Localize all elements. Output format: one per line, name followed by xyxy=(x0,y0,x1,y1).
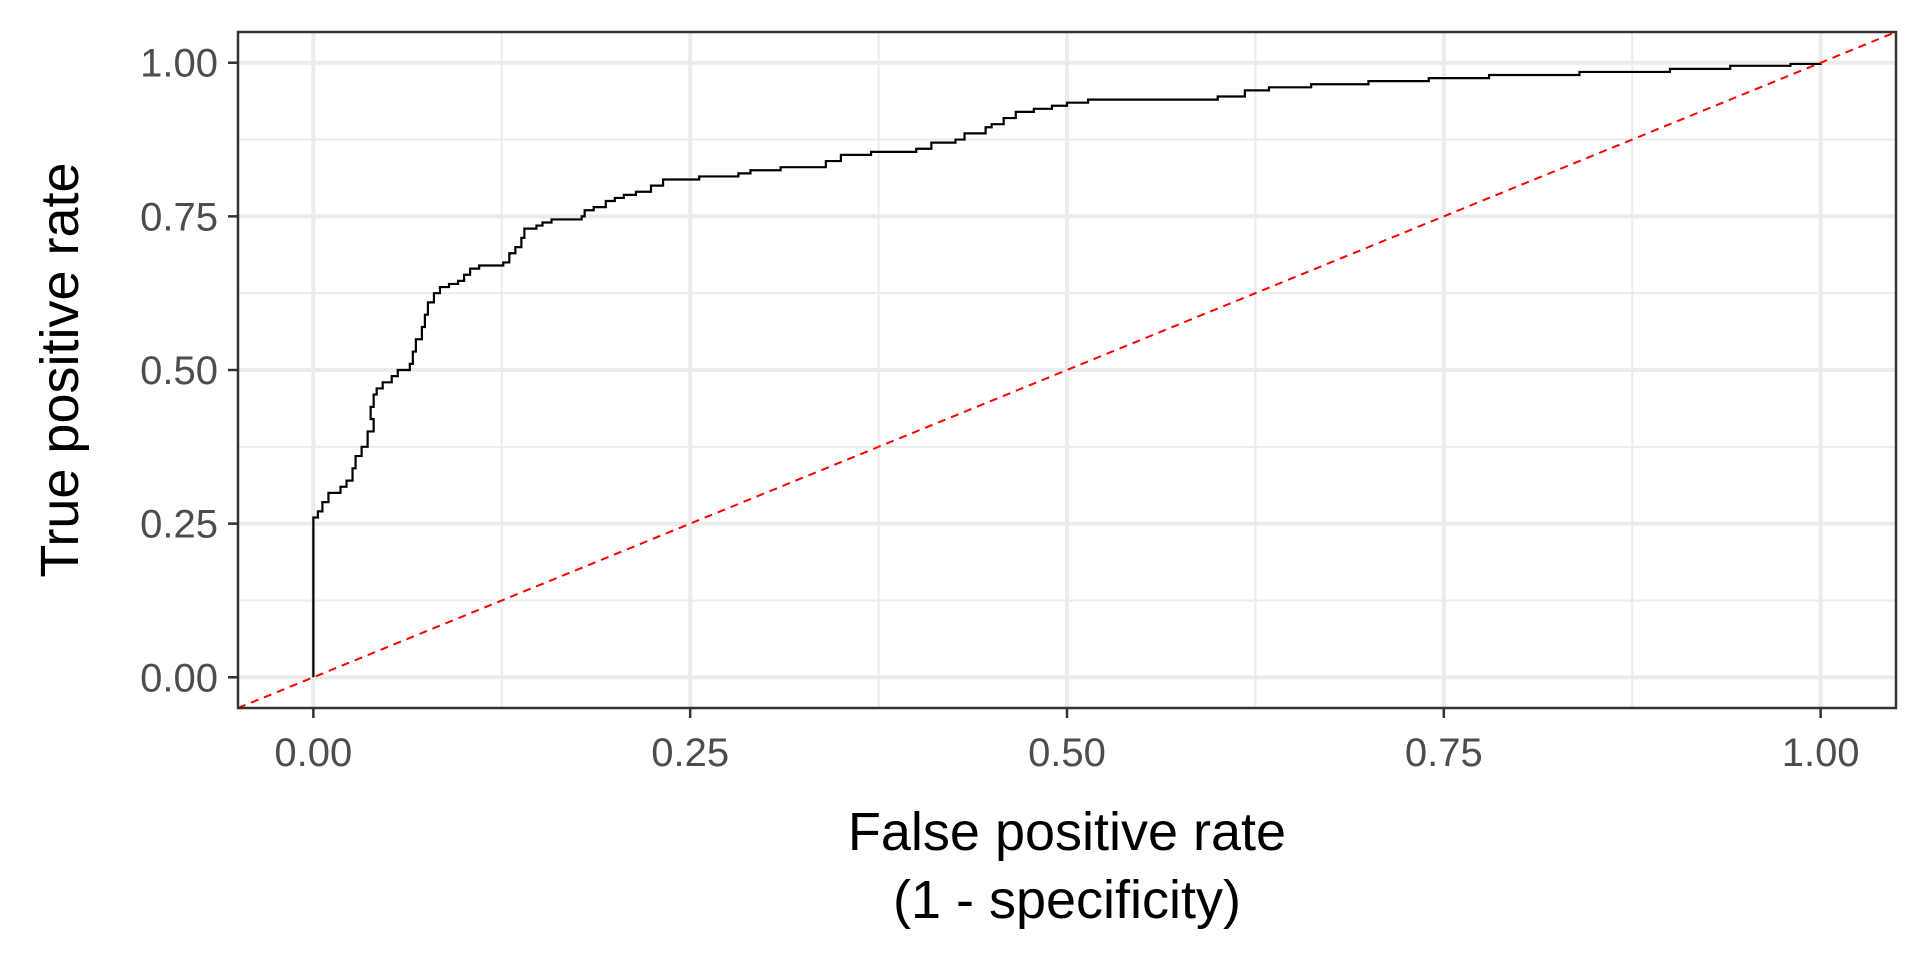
x-tick-label: 0.00 xyxy=(274,731,352,775)
series-layer xyxy=(238,32,1896,708)
y-axis-title: True positive rate xyxy=(30,162,90,577)
x-tick-label: 0.50 xyxy=(1028,731,1106,775)
axis-ticks: 0.00 0.25 0.50 0.75 1.00 0.00 0.25 0.50 0.75 1.00 xyxy=(140,42,1859,775)
y-tick-label: 1.00 xyxy=(140,42,218,86)
reference-diagonal-line xyxy=(238,32,1896,708)
x-tick-label: 0.75 xyxy=(1405,731,1483,775)
y-tick-label: 0.25 xyxy=(140,503,218,547)
y-tick-label: 0.00 xyxy=(140,656,218,700)
grid xyxy=(238,32,1896,708)
roc-curve xyxy=(312,62,1822,678)
y-tick-label: 0.75 xyxy=(140,195,218,239)
y-tick-label: 0.50 xyxy=(140,349,218,393)
x-axis-title: False positive rate xyxy=(848,802,1286,862)
x-tick-label: 1.00 xyxy=(1782,731,1860,775)
x-tick-label: 0.25 xyxy=(651,731,729,775)
x-axis-title-line2: (1 - specificity) xyxy=(893,870,1241,930)
